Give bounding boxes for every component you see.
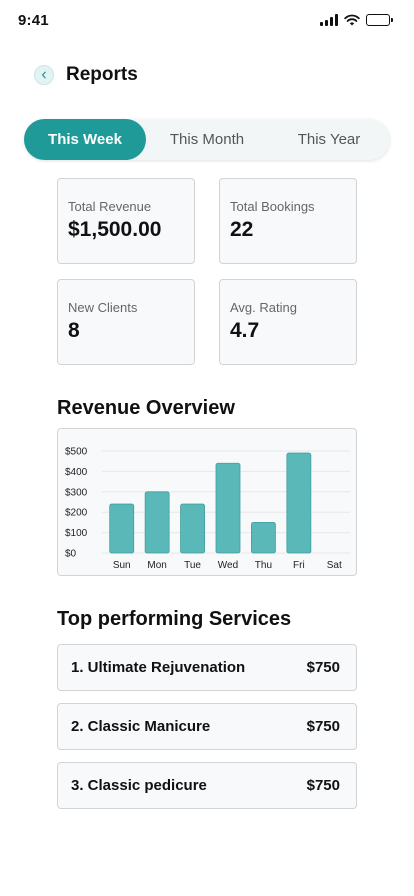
chevron-left-icon: [41, 71, 46, 79]
period-tabs: This Week This Month This Year: [24, 119, 390, 160]
service-name: 3. Classic pedicure: [71, 777, 207, 794]
bar-fri: [286, 452, 312, 554]
service-name: 2. Classic Manicure: [71, 718, 211, 735]
wifi-icon: [344, 14, 360, 26]
bar-wed: [215, 462, 241, 554]
x-tick-label: Fri: [293, 560, 305, 571]
tab-this-year[interactable]: This Year: [297, 131, 361, 148]
service-item[interactable]: 1. Ultimate Rejuvenation $750: [57, 644, 357, 691]
tab-this-week[interactable]: This Week: [24, 119, 146, 160]
y-tick-label: $500: [65, 447, 88, 458]
total-revenue-label: Total Revenue: [68, 199, 152, 214]
x-tick-label: Tue: [184, 560, 201, 571]
x-tick-label: Wed: [218, 560, 238, 571]
battery-icon: [366, 14, 393, 26]
revenue-overview-title: Revenue Overview: [57, 397, 235, 419]
y-tick-label: $400: [65, 467, 88, 478]
avg-rating-card: Avg. Rating 4.7: [219, 279, 357, 365]
tab-this-month[interactable]: This Month: [169, 131, 245, 148]
y-tick-label: $300: [65, 487, 88, 498]
y-tick-label: $0: [65, 549, 77, 560]
total-revenue-card: Total Revenue $1,500.00: [57, 178, 195, 264]
back-button[interactable]: [34, 65, 54, 85]
status-time: 9:41: [18, 12, 49, 29]
x-tick-label: Thu: [255, 560, 272, 571]
service-price: $750: [306, 718, 340, 735]
new-clients-label: New Clients: [68, 300, 138, 315]
service-name: 1. Ultimate Rejuvenation: [71, 659, 246, 676]
cellular-signal-icon: [320, 14, 338, 26]
service-price: $750: [306, 659, 340, 676]
service-item[interactable]: 3. Classic pedicure $750: [57, 762, 357, 809]
x-tick-label: Mon: [147, 560, 166, 571]
bar-sun: [109, 503, 135, 554]
total-bookings-label: Total Bookings: [230, 199, 315, 214]
revenue-bar-chart: $0 $100 $200 $300 $400 $500 Sun Mon Tue Wed Thu Fri…: [65, 447, 350, 571]
new-clients-value: 8: [68, 319, 80, 342]
service-price: $750: [306, 777, 340, 794]
revenue-chart: $0 $100 $200 $300 $400 $500 Sun Mon Tue Wed Thu Fri…: [57, 428, 357, 576]
new-clients-card: New Clients 8: [57, 279, 195, 365]
y-tick-label: $200: [65, 508, 88, 519]
page-title: Reports: [66, 64, 138, 85]
bar-tue: [180, 503, 205, 554]
total-bookings-card: Total Bookings 22: [219, 178, 357, 264]
total-revenue-value: $1,500.00: [68, 218, 162, 241]
bar-thu: [251, 522, 276, 554]
status-bar: 9:41: [0, 0, 414, 44]
x-tick-label: Sat: [327, 560, 342, 571]
bar-mon: [144, 491, 170, 554]
avg-rating-label: Avg. Rating: [230, 300, 297, 315]
x-tick-label: Sun: [113, 560, 131, 571]
top-services-title: Top performing Services: [57, 608, 292, 630]
total-bookings-value: 22: [230, 218, 254, 241]
status-icons: [320, 14, 393, 26]
service-item[interactable]: 2. Classic Manicure $750: [57, 703, 357, 750]
y-tick-label: $100: [65, 528, 88, 539]
avg-rating-value: 4.7: [230, 319, 260, 342]
page-header: Reports: [34, 64, 138, 86]
